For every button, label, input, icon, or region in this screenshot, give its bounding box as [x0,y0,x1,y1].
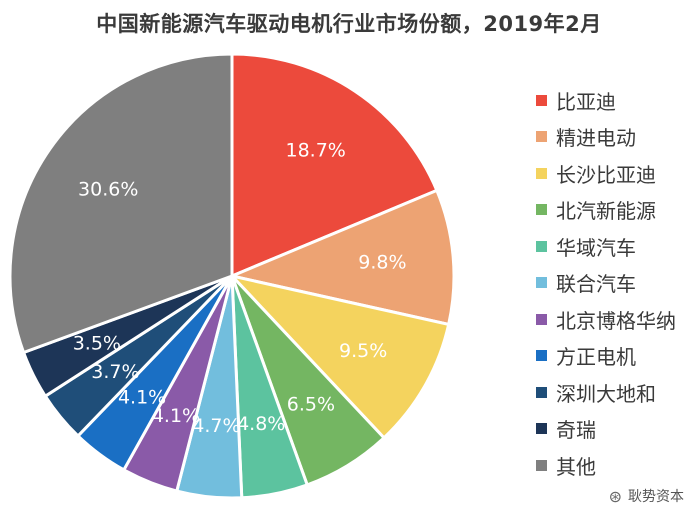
slice-value-label: 4.8% [237,413,285,435]
legend-label: 联合汽车 [556,272,636,297]
legend-item: 深圳大地和 [536,374,676,411]
legend-swatch [536,240,547,252]
legend-item: 长沙比亚迪 [536,155,676,192]
slice-value-label: 4.7% [192,415,240,437]
pie-slice [230,52,439,279]
legend-item: 华域汽车 [536,228,676,265]
legend-swatch [536,94,547,106]
pie-slice [227,273,451,440]
legend-swatch [536,313,547,325]
legend-label: 深圳大地和 [556,381,656,406]
legend: 比亚迪精进电动长沙比亚迪北汽新能源华域汽车联合汽车北京博格华纳 方正电机深圳大地和… [536,82,676,484]
chart-title: 中国新能源汽车驱动电机行业市场份额，2019年2月 [96,12,602,36]
slice-value-label: 9.8% [358,252,406,274]
legend-item: 奇瑞 [536,411,676,448]
legend-swatch [536,423,547,435]
legend-item: 精进电动 [536,119,676,156]
legend-label: 其他 [556,454,596,479]
legend-item: 北汽新能源 [536,192,676,229]
legend-label: 方正电机 [556,345,636,370]
legend-label: 奇瑞 [556,418,596,443]
slice-value-label: 4.1% [118,386,166,408]
pie-slice [8,52,234,355]
legend-swatch [536,386,547,398]
legend-label: 华域汽车 [556,235,636,260]
legend-label: 比亚迪 [556,89,616,114]
legend-item: 北京博格华纳 [536,301,676,338]
legend-item: 方正电机 [536,338,676,375]
watermark-text: 耿势资本 [628,489,684,505]
legend-item: 联合汽车 [536,265,676,302]
slice-value-label: 6.5% [287,394,335,416]
legend-item: 比亚迪 [536,82,676,119]
slice-value-label: 3.5% [73,332,121,354]
legend-swatch [536,167,547,179]
legend-label: 长沙比亚迪 [556,162,656,187]
slice-value-label: 9.5% [339,340,387,362]
pie-slice [227,188,456,327]
legend-swatch [536,131,547,143]
legend-swatch [536,459,547,471]
slice-value-label: 30.6% [78,179,138,201]
legend-label: 精进电动 [556,126,636,151]
slice-value-label: 4.1% [152,405,200,427]
legend-label: 北京博格华纳 [556,308,676,333]
legend-label: 北汽新能源 [556,199,656,224]
legend-swatch [536,350,547,362]
slice-value-label: 3.7% [91,361,139,383]
legend-swatch [536,204,547,216]
slice-value-label: 18.7% [285,139,345,161]
legend-item: 其他 [536,447,676,484]
watermark: ⊛ 耿势资本 [609,486,684,506]
legend-swatch [536,277,547,289]
wechat-icon: ⊛ [608,486,622,506]
